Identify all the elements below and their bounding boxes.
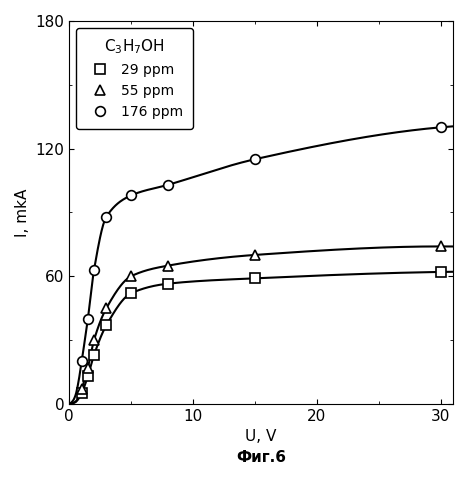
Y-axis label: I, mkA: I, mkA (15, 188, 30, 236)
Text: Фиг.6: Фиг.6 (236, 450, 286, 464)
Legend: 29 ppm, 55 ppm, 176 ppm: 29 ppm, 55 ppm, 176 ppm (76, 28, 192, 129)
X-axis label: U, V: U, V (245, 429, 277, 444)
